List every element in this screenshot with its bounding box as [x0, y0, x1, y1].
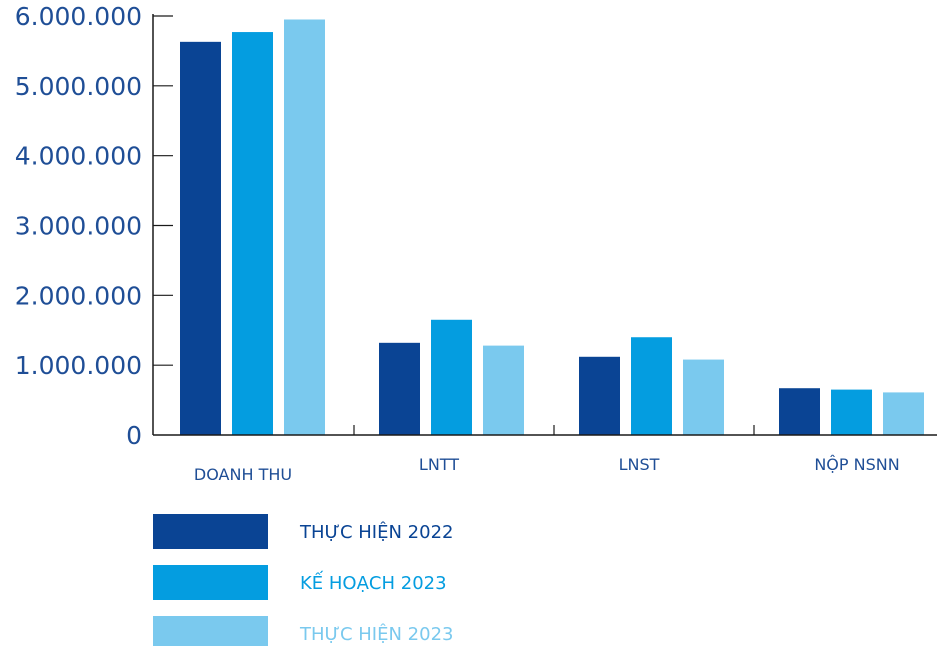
y-tick-label: 2.000.000 [15, 281, 142, 310]
y-axis: 0 1.000.000 2.000.000 3.000.000 4.000.000 5.0… [15, 2, 173, 450]
x-category-label: DOANH THU [194, 465, 292, 484]
bar [232, 32, 273, 435]
bar [883, 392, 924, 435]
bar [579, 356, 620, 435]
y-tick-label: 3.000.000 [15, 212, 142, 241]
legend-label: THỰC HIỆN 2022 [299, 521, 453, 543]
bar [683, 359, 724, 435]
bar [631, 337, 672, 435]
x-category-label: NỘP NSNN [814, 455, 899, 474]
y-tick-label: 0 [126, 421, 142, 450]
legend-label: THỰC HIỆN 2023 [299, 623, 453, 645]
y-tick-label: 5.000.000 [15, 72, 142, 101]
x-category-label: LNTT [419, 455, 459, 474]
legend-swatch [153, 565, 268, 600]
bar [180, 41, 221, 436]
y-tick-label: 4.000.000 [15, 142, 142, 171]
bar [483, 345, 524, 435]
legend-label: KẾ HOẠCH 2023 [300, 570, 447, 594]
y-tick-label: 1.000.000 [15, 351, 142, 380]
plot-area [180, 19, 924, 436]
bar [379, 342, 420, 435]
bar [779, 388, 820, 435]
y-tick-label: 6.000.000 [15, 2, 142, 31]
legend: THỰC HIỆN 2022 KẾ HOẠCH 2023 THỰC HIỆN 202… [153, 514, 453, 646]
bar [284, 19, 325, 435]
legend-swatch [153, 514, 268, 549]
x-axis [153, 425, 937, 436]
x-category-label: LNST [619, 455, 660, 474]
bar [431, 319, 472, 435]
category-labels: DOANH THU LNTT LNST NỘP NSNN [194, 455, 900, 484]
bar [831, 389, 872, 435]
legend-swatch [153, 616, 268, 646]
